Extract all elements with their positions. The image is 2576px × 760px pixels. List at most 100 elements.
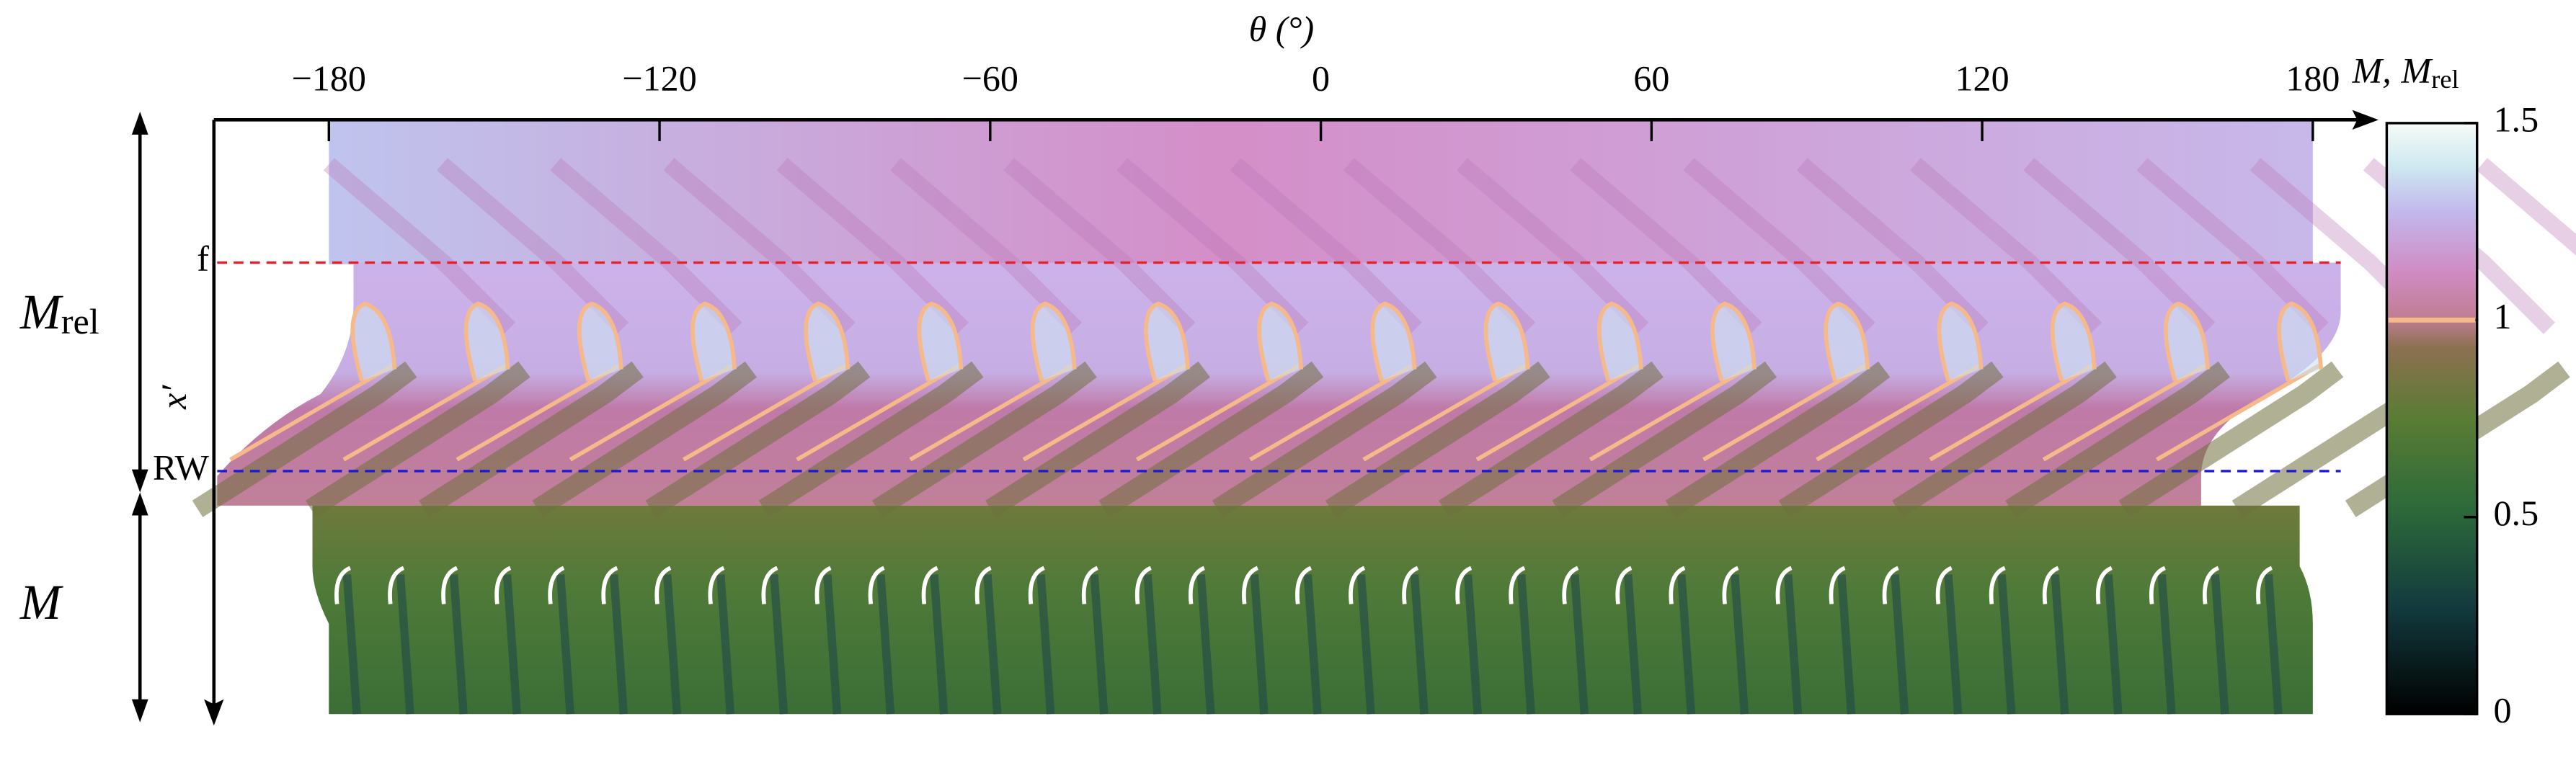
sonic-bubble [350,301,397,382]
stator-wake [396,574,414,715]
stator-vane [1349,565,1366,604]
stator-vane [708,565,725,604]
stator-wake [716,574,735,715]
stator-vane [1775,565,1793,604]
stator-vane [1134,565,1152,604]
sonic-bubble [2164,301,2210,382]
stator-vane [1669,565,1686,604]
blade [1929,362,2096,462]
stator-wake [1944,574,1963,715]
stator-wake [2264,574,2283,715]
stator-wake [1303,574,1322,715]
blade [2042,362,2209,462]
stator-wake [1891,574,1909,715]
sonic-bubble [1144,301,1190,382]
stator-vane [974,565,992,604]
wake [2118,361,2344,517]
shock [2477,158,2576,256]
sonic-bubble [463,301,510,382]
stator-vane [921,565,938,604]
stator-vane [548,565,565,604]
x-arrow [2352,109,2379,130]
stator-vane [2203,565,2220,604]
blade [229,362,396,462]
stator-wake [770,574,789,715]
stator-vane [2149,565,2167,604]
reference-lines: f RW [153,238,2341,487]
stator-vane [334,565,352,604]
colorbar-tick-label: 0.5 [2494,493,2539,533]
sonic-bubble [690,301,737,382]
stator-vane [1189,565,1206,604]
region-label: M [19,575,64,630]
stator-wake [1090,574,1109,715]
stator-wake [502,574,521,715]
wake [872,361,1097,517]
stator-vane [1081,565,1098,604]
stator-vane [601,565,618,604]
wake [758,361,984,517]
sonic-bubble [1824,301,1870,382]
x-tick-label: 180 [2286,58,2340,98]
stator-wake [1143,574,1162,715]
upper-field [329,121,2313,264]
stator-wake [2157,574,2176,715]
sonic-bubble [1030,301,1077,382]
wake [2005,361,2231,517]
sonic-bubble [804,301,850,382]
arrow-heads [131,111,148,723]
sonic-bubble [2277,301,2324,382]
arrow-head [131,699,148,723]
x-label: θ (°) [1249,9,1315,49]
stator-vane [388,565,405,604]
stator-vane [1402,565,1419,604]
stator-wake [1463,574,1482,715]
sonic-bubble [1370,301,1417,382]
x-tick-label: −60 [962,58,1018,98]
stator-wake [1516,574,1535,715]
stator-wake [876,574,895,715]
x-tick-label: 0 [1312,58,1330,98]
stator-vane [1509,565,1526,604]
wake [985,361,1210,517]
stator-wake [930,574,949,715]
stator-vane [761,565,778,604]
stator-vane [1989,565,2006,604]
first: M, [2352,50,2391,90]
stator-vane [1242,565,1259,604]
stator-wake [2051,574,2069,715]
blade [909,362,1076,462]
stator-wake [1250,574,1269,715]
subscript: rel [2431,65,2459,94]
stator-vane [654,565,672,604]
y-label: x′ [154,385,194,410]
stator-vane [1562,565,1579,604]
subscript: rel [61,301,99,341]
stator-wake [1410,574,1429,715]
wake [1098,361,1324,517]
stator-wake [1036,574,1055,715]
stator-vane [1615,565,1633,604]
arrow-head [131,111,148,135]
stator-vane [814,565,832,604]
stator-vane [1722,565,1739,604]
stator-wake [1677,574,1696,715]
x-tick-label: −180 [292,58,366,98]
stator-vane [1295,565,1313,604]
stator-wake [2211,574,2229,715]
stator-vane [1882,565,1899,604]
sonic-bubble [917,301,964,382]
region-label: Mrel [19,284,99,341]
blade [1135,362,1302,462]
x-tick-label: −120 [622,58,696,98]
stator-vane [494,565,512,604]
blade [1022,362,1189,462]
blade [796,362,962,462]
stator-wake [663,574,682,715]
reference-label: RW [153,447,210,487]
sonic-bubble [1937,301,1984,382]
stator-wake [1997,574,2016,715]
stator-wake [1837,574,1856,715]
blade [1816,362,1983,462]
